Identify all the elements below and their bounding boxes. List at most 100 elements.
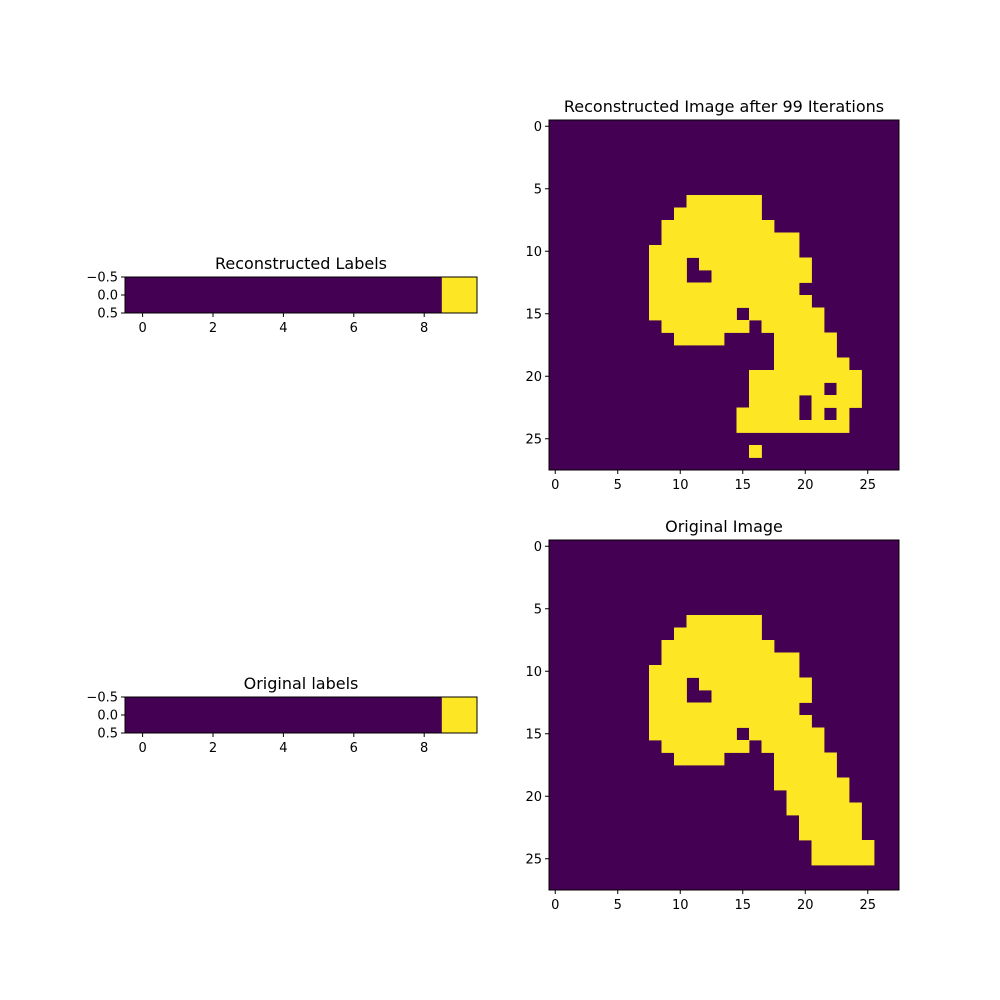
heatmap-cell <box>824 815 837 828</box>
heatmap-cell <box>711 245 725 258</box>
heatmap-cell <box>811 345 825 358</box>
heatmap-cell <box>774 690 787 703</box>
heatmap-cell <box>786 320 800 333</box>
heatmap-cell <box>774 382 787 396</box>
heatmap-cell <box>811 407 825 421</box>
heatmap-cell <box>786 370 800 383</box>
heatmap-cell <box>836 790 850 803</box>
heatmap-cell <box>724 627 737 641</box>
heatmap-cell <box>674 665 687 678</box>
heatmap-cell <box>649 727 662 741</box>
heatmap-cell <box>649 245 662 258</box>
heatmap-cell <box>786 295 800 308</box>
heatmap-cell <box>736 270 750 283</box>
heatmap-cell <box>711 715 725 728</box>
heatmap-cell <box>799 815 812 828</box>
heatmap-background <box>125 277 477 313</box>
heatmap-cell <box>649 690 662 703</box>
heatmap-cell <box>711 295 725 308</box>
heatmap-cell <box>661 652 675 666</box>
heatmap-cell <box>811 395 825 408</box>
heatmap-cell <box>724 640 737 653</box>
heatmap-cell <box>824 790 837 803</box>
heatmap-cell <box>661 640 675 653</box>
heatmap-cell <box>774 357 787 371</box>
heatmap-cell <box>736 677 750 691</box>
heatmap-cell <box>849 840 862 853</box>
heatmap-cell <box>711 207 725 221</box>
heatmap-cell <box>824 420 837 433</box>
heatmap-cell <box>674 627 687 641</box>
chart-title: Reconstructed Image after 99 Iterations <box>564 97 884 116</box>
heatmap-cell <box>674 332 687 346</box>
heatmap-cell <box>699 257 712 271</box>
heatmap-cell <box>686 752 700 766</box>
heatmap-cell <box>649 677 662 691</box>
x-tick-label: 0 <box>551 478 559 493</box>
heatmap-cell <box>661 232 675 246</box>
heatmap-cell <box>724 740 737 753</box>
y-tick-label: 0.5 <box>97 307 118 322</box>
heatmap-cell <box>674 207 687 221</box>
heatmap-cell <box>811 307 825 321</box>
heatmap-cell <box>749 690 762 703</box>
heatmap-cell <box>824 852 837 866</box>
heatmap-cell <box>699 195 712 208</box>
heatmap-cell <box>849 827 862 841</box>
x-tick-label: 0 <box>138 741 146 756</box>
x-tick-label: 20 <box>797 898 814 913</box>
heatmap-cell <box>661 727 675 741</box>
heatmap-cell <box>811 777 825 791</box>
heatmap-cell <box>699 665 712 678</box>
y-tick-label: 25 <box>525 852 542 867</box>
heatmap-cell <box>761 370 775 383</box>
heatmap-cell <box>441 277 478 314</box>
heatmap-cell <box>774 652 787 666</box>
heatmap-cell <box>661 690 675 703</box>
heatmap-cell <box>674 232 687 246</box>
heatmap-cell <box>811 790 825 803</box>
heatmap-cell <box>774 715 787 728</box>
chart-title: Reconstructed Labels <box>215 254 387 273</box>
heatmap-cell <box>674 702 687 716</box>
heatmap-cell <box>674 257 687 271</box>
heatmap-cell <box>799 777 812 791</box>
heatmap-cell <box>674 652 687 666</box>
heatmap-cell <box>686 665 700 678</box>
heatmap-cell <box>786 357 800 371</box>
heatmap-cell <box>786 420 800 433</box>
heatmap-cell <box>749 382 762 396</box>
heatmap-cell <box>811 332 825 346</box>
heatmap-cell <box>761 232 775 246</box>
heatmap-cell <box>736 207 750 221</box>
heatmap-cell <box>786 727 800 741</box>
heatmap-cell <box>786 345 800 358</box>
heatmap-cell <box>824 332 837 346</box>
heatmap-cell <box>686 652 700 666</box>
x-tick-label: 5 <box>614 478 622 493</box>
heatmap-cell <box>761 420 775 433</box>
heatmap-cell <box>811 420 825 433</box>
heatmap-cell <box>661 702 675 716</box>
heatmap-cell <box>749 220 762 233</box>
heatmap-cell <box>699 715 712 728</box>
heatmap-cell <box>786 395 800 408</box>
y-tick-label: 0 <box>534 120 542 135</box>
heatmap-cell <box>649 257 662 271</box>
heatmap-cell <box>686 207 700 221</box>
heatmap-cell <box>736 702 750 716</box>
heatmap-cell <box>749 445 762 458</box>
y-tick-label: 5 <box>534 602 542 617</box>
heatmap-cell <box>749 665 762 678</box>
heatmap-cell <box>786 715 800 728</box>
heatmap-cell <box>724 307 737 321</box>
heatmap-cell <box>711 220 725 233</box>
heatmap-cell <box>711 640 725 653</box>
heatmap-cell <box>774 407 787 421</box>
heatmap-cell <box>774 232 787 246</box>
heatmap-cell <box>441 697 478 734</box>
heatmap-cell <box>811 802 825 816</box>
heatmap-cell <box>786 802 800 816</box>
heatmap-cell <box>699 282 712 296</box>
heatmap-cell <box>786 740 800 753</box>
